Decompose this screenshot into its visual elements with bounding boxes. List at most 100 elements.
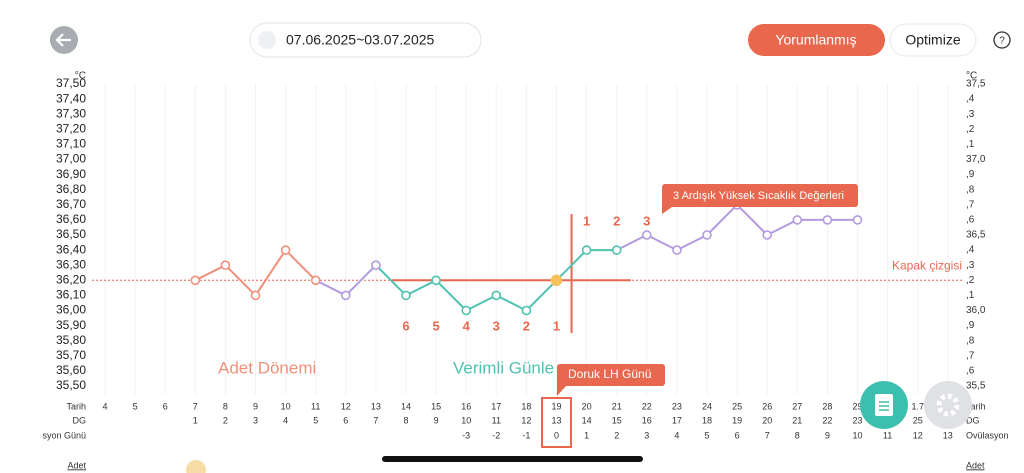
temp-point [220, 260, 231, 271]
y-tick-label: 37,50 [56, 76, 86, 90]
dg-label: 13 [551, 415, 561, 425]
y2-tick-label: 37,0 [966, 154, 986, 165]
temp-point [431, 275, 441, 286]
y-tick-label: 35,60 [56, 363, 86, 377]
ovulation-label: 11 [883, 430, 892, 440]
y-tick-label: 36,80 [56, 182, 86, 196]
lh-label: Doruk LH Günü [568, 367, 651, 381]
y-tick-label: 37,20 [56, 121, 86, 135]
temp-point [762, 230, 773, 240]
y-tick-label: 35,50 [56, 378, 86, 392]
low-count: 5 [432, 318, 439, 333]
date-label: 13 [371, 401, 381, 411]
low-count: 4 [463, 318, 471, 333]
ovulation-label: 3 [644, 430, 649, 440]
dg-label: 17 [672, 415, 682, 425]
line-segment [224, 264, 257, 297]
temp-point [611, 245, 622, 255]
back-icon [55, 33, 71, 47]
date-label: 21 [612, 401, 622, 411]
ovulation-label: 6 [735, 430, 740, 440]
lh-pointer [557, 380, 566, 396]
y2-tick-label: ,7 [966, 350, 975, 361]
line-segment [736, 204, 768, 236]
y2-tick-label: 37,5 [966, 79, 986, 90]
date-label: 19 [551, 401, 561, 411]
y2-tick-label: ,2 [966, 275, 975, 286]
cover-line-label: Kapak çizgisi [892, 258, 962, 272]
dg-label: 18 [702, 415, 712, 425]
unit-right: °C [966, 71, 977, 82]
line-segment [676, 234, 708, 251]
y-tick-label: 36,60 [56, 212, 86, 226]
line-segment [315, 279, 347, 297]
date-label: 26 [762, 401, 772, 411]
y2-tick-label: ,6 [966, 366, 975, 377]
temp-point [792, 215, 803, 225]
y-tick-label: 37,10 [56, 137, 86, 151]
interpreted-button[interactable] [748, 24, 885, 56]
temp-point [190, 275, 201, 286]
ovulation-label: 4 [674, 430, 679, 440]
temp-point [521, 305, 532, 316]
line-segment [405, 279, 437, 297]
bottom-label-left: Adet [67, 460, 86, 470]
date-label: 27 [792, 401, 802, 411]
y2-tick-label: ,6 [966, 215, 975, 226]
help-icon: ? [999, 36, 1005, 47]
ovulation-label: 2 [614, 430, 619, 440]
date-label: 29 [852, 401, 862, 411]
date-label: 23 [672, 401, 682, 411]
high-count: 2 [613, 213, 620, 228]
optimize-button[interactable] [889, 23, 977, 57]
y2-tick-label: ,4 [966, 245, 975, 256]
high-temps-callout [662, 184, 858, 207]
row-label-right: Ovülasyon [966, 430, 1009, 440]
y2-tick-label: ,1 [966, 290, 975, 301]
y-tick-label: 37,40 [56, 91, 86, 105]
dg-label: 20 [762, 415, 772, 425]
line-segment [254, 249, 287, 296]
line-segment [766, 219, 798, 236]
dg-label: 8 [403, 415, 408, 425]
y-tick-label: 35,80 [56, 333, 86, 347]
y-tick-label: 35,90 [56, 318, 86, 332]
settings-button[interactable] [924, 381, 972, 429]
y2-tick-label: ,3 [966, 109, 975, 120]
date-label: 22 [642, 401, 652, 411]
y-tick-label: 36,20 [56, 272, 86, 286]
y2-tick-label: ,8 [966, 335, 975, 346]
date-range-box[interactable] [249, 22, 482, 58]
row-label-right: Tarih [966, 401, 986, 411]
low-count: 1 [553, 318, 560, 333]
phase-label: Verimli Günle [453, 358, 554, 377]
line-segment [194, 264, 226, 282]
row-label-left: DG [73, 415, 87, 425]
temp-point [461, 305, 472, 316]
temp-point [280, 245, 291, 255]
ovulation-label: 0 [554, 430, 559, 440]
y-tick-label: 36,40 [56, 242, 86, 256]
line-segment [555, 249, 588, 282]
y2-tick-label: 36,0 [966, 305, 986, 316]
help-button[interactable] [993, 31, 1011, 49]
ovulation-label: 7 [765, 430, 770, 440]
bottom-label-right: Adet [966, 460, 985, 470]
high-temps-label: 3 Ardışık Yüksek Sıcaklık Değerleri [673, 190, 844, 202]
y-tick-label: 36,00 [56, 303, 86, 317]
date-label: 25 [732, 401, 742, 411]
y-tick-label: 36,10 [56, 288, 86, 302]
line-segment [284, 249, 317, 282]
notes-icon [875, 394, 893, 416]
date-label: 11 [311, 401, 320, 411]
dg-label: 10 [461, 415, 471, 425]
line-segment [525, 279, 558, 312]
date-label: 16 [461, 401, 471, 411]
y2-tick-label: ,8 [966, 184, 975, 195]
high-temps-pointer [662, 200, 672, 214]
temp-point [250, 290, 261, 301]
temp-point [371, 260, 381, 271]
temp-point [310, 275, 321, 286]
